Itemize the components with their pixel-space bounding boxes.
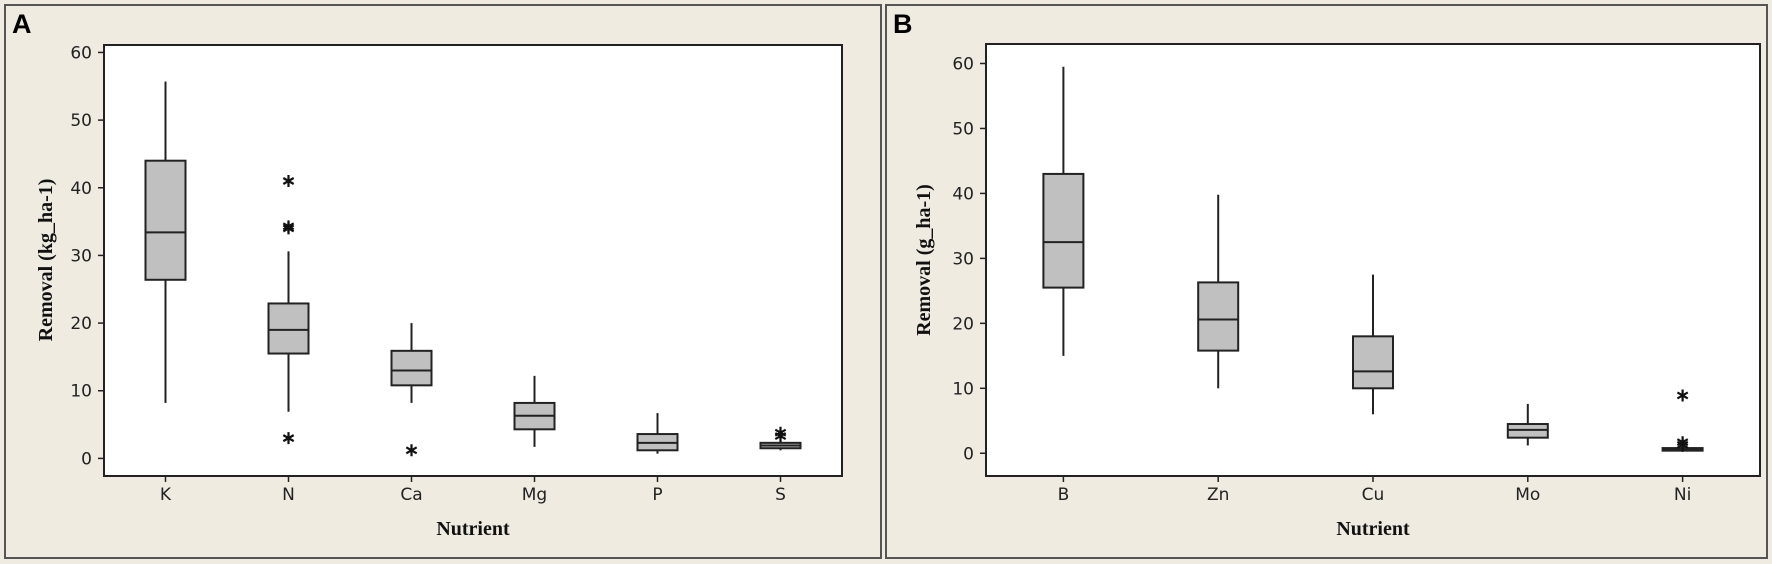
iqr-box [1197,281,1240,352]
y-tick-label: 30 [952,249,974,269]
outlier-marker [282,222,295,235]
x-tick-label: Cu [1362,485,1385,505]
x-tick-label: S [775,485,786,505]
box-ni: Ni [1661,389,1704,505]
outlier-marker [774,430,787,443]
x-tick-label: Mg [522,485,547,505]
x-tick-label: Ca [400,485,422,505]
iqr-box [144,159,187,281]
y-tick-label: 40 [70,179,92,199]
box-zn: Zn [1197,194,1240,505]
x-tick-label: K [160,485,172,505]
x-axis-label: Nutrient [436,518,510,540]
outlier-marker [282,432,295,445]
y-axis-label: Removal (g_ha-1) [913,184,935,336]
box-ca: Ca [390,323,433,505]
iqr-box [1352,335,1394,390]
panel-label: B [893,9,913,39]
y-tick-label: 10 [70,382,92,402]
y-tick-label: 50 [952,119,974,139]
y-tick-label: 10 [952,379,974,399]
panel-a: A 0 10 20 30 40 50 60 Removal (kg_ha-1) Nutrient K… [4,4,882,559]
x-tick-label: N [282,485,295,505]
y-tick-label: 0 [963,444,974,464]
y-tick-label: 30 [70,246,92,266]
box-p: P [636,413,679,505]
iqr-box [1042,172,1085,289]
y-axis-label: Removal (kg_ha-1) [35,179,57,342]
box-n: N [267,174,310,505]
x-tick-label: Ni [1674,485,1691,505]
plot-area [103,44,843,477]
outlier-marker [282,174,295,187]
y-tick-label: 20 [952,314,974,334]
box-b: B [1042,66,1085,505]
box-s: S [759,426,802,505]
box-mo: Mo [1506,403,1549,505]
box-cu: Cu [1352,274,1394,505]
box-k: K [144,81,187,505]
outlier-marker [1676,389,1689,402]
panel-label: A [12,9,32,39]
x-axis-label: Nutrient [1336,518,1410,540]
iqr-box [267,302,310,355]
y-tick-label: 20 [70,314,92,334]
iqr-box [390,349,433,387]
y-tick-label: 40 [952,184,974,204]
panel-b: B 0 10 20 30 40 50 60 Removal (g_ha-1) Nutrient B Z… [885,4,1768,559]
y-tick-label: 60 [70,43,92,63]
x-tick-label: Zn [1207,485,1229,505]
x-tick-label: Mo [1515,485,1540,505]
y-tick-label: 50 [70,111,92,131]
y-tick-label: 60 [952,54,974,74]
x-tick-label: B [1058,485,1070,505]
outlier-marker [1676,438,1689,451]
y-tick-label: 0 [81,449,92,469]
outlier-marker [405,444,418,457]
box-mg: Mg [513,375,556,505]
x-tick-label: P [652,485,662,505]
